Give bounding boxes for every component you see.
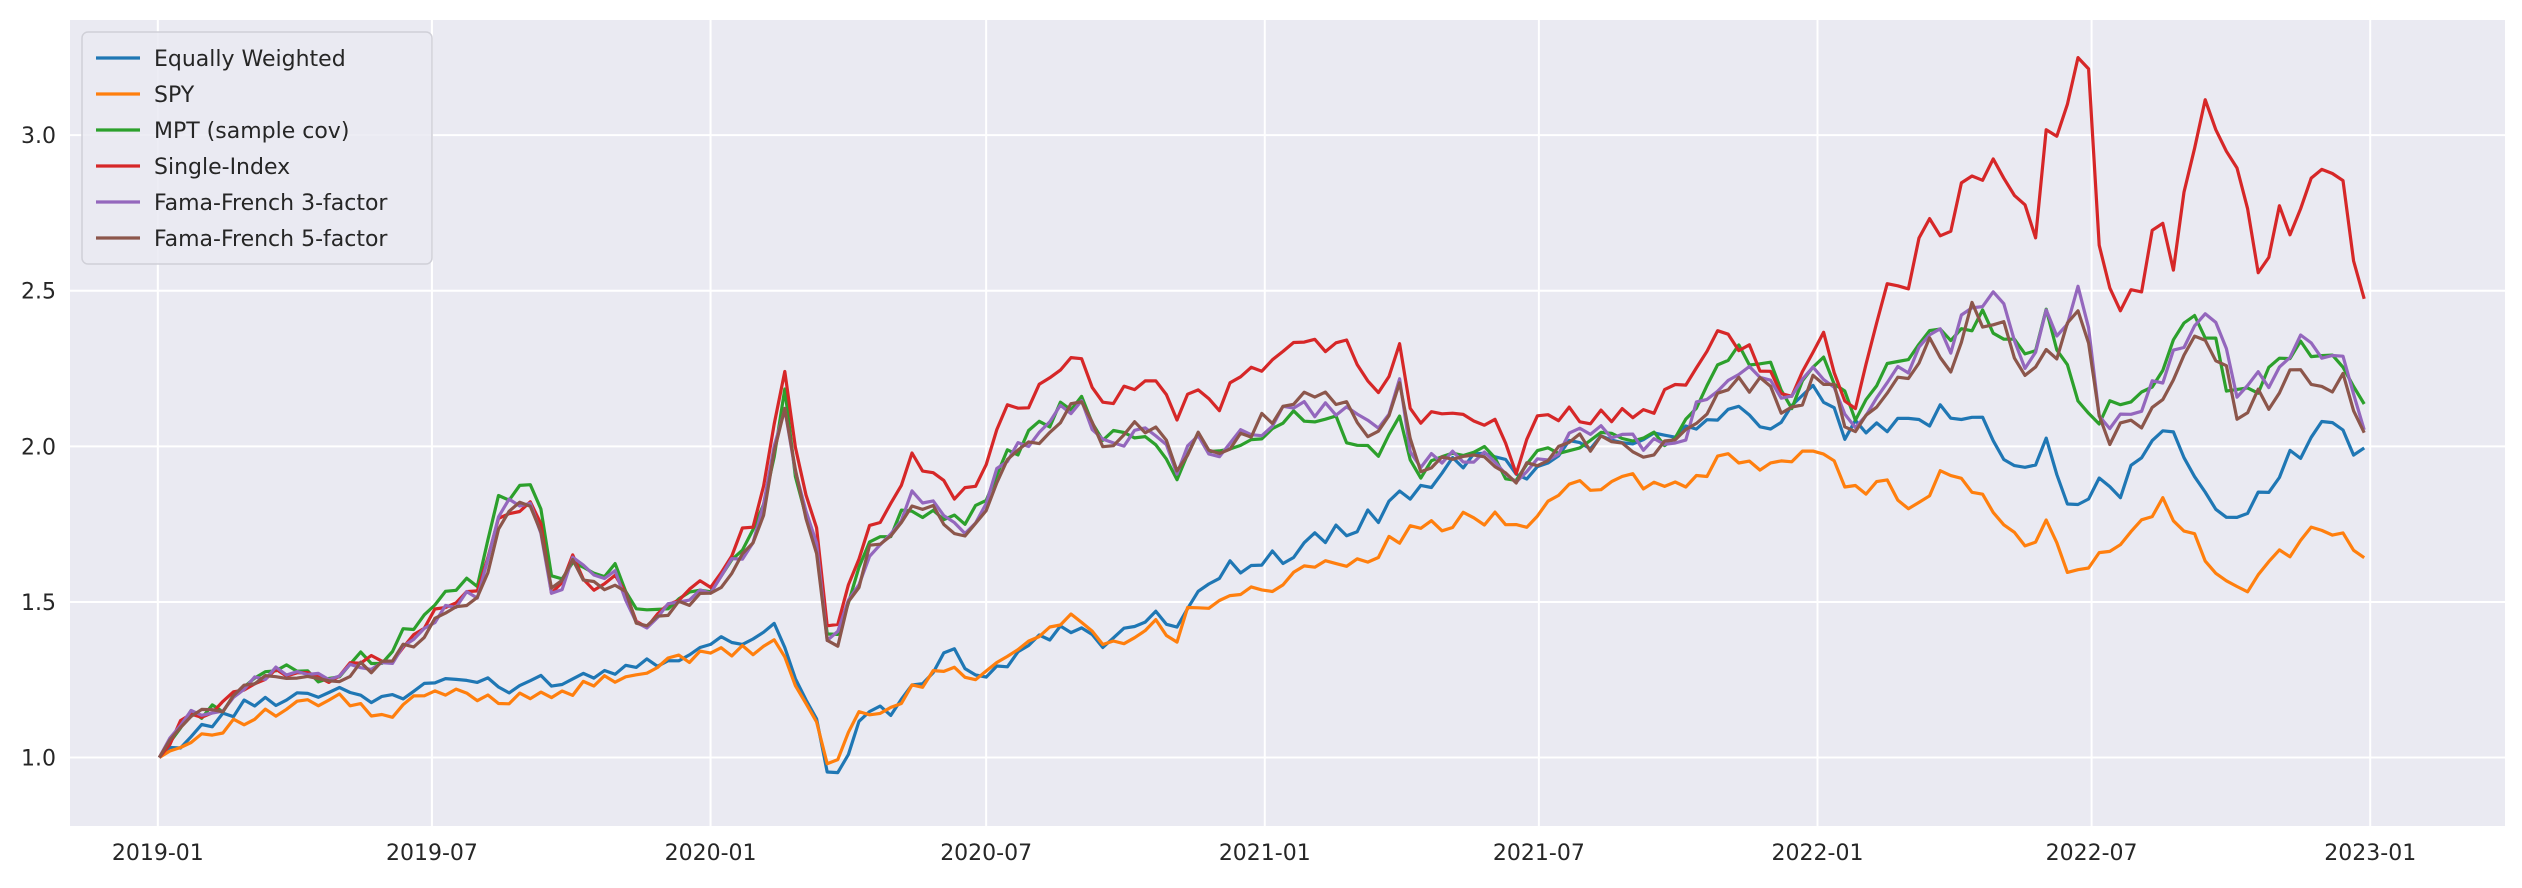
x-tick-label: 2021-01 (1219, 841, 1311, 866)
y-tick-label: 1.0 (21, 747, 56, 772)
legend: Equally Weighted SPY MPT (sample cov) Singl… (81, 31, 433, 265)
legend-label: Single-Index (154, 155, 290, 180)
x-tick-label: 2021-07 (1493, 841, 1585, 866)
series-lines (157, 56, 2366, 775)
plot-area (70, 20, 2505, 826)
legend-label: SPY (154, 83, 195, 108)
legend-label: Fama-French 3-factor (154, 191, 388, 216)
x-tick-label: 2020-01 (665, 841, 757, 866)
series-line-equally-weighted (158, 383, 2366, 775)
legend-label: Equally Weighted (154, 47, 346, 72)
x-tick-label: 2020-07 (940, 841, 1032, 866)
x-tick-label: 2019-07 (386, 841, 478, 866)
y-tick-label: 2.0 (21, 435, 56, 460)
series-line-fama-french-5-factor (157, 300, 2366, 759)
legend-label: Fama-French 5-factor (154, 227, 388, 252)
series-line-mpt-sample-cov- (157, 307, 2366, 759)
legend-box (81, 31, 433, 265)
tick-labels: 1.0 1.5 2.0 2.5 3.0 2019-01 2019-07 2020-01 2020… (21, 124, 2416, 866)
x-tick-label: 2023-01 (2324, 841, 2416, 866)
y-tick-label: 1.5 (21, 591, 56, 616)
x-tick-label: 2022-07 (2046, 841, 2138, 866)
series-line-spy (158, 449, 2366, 766)
legend-label: MPT (sample cov) (154, 119, 349, 144)
x-tick-label: 2019-01 (112, 841, 204, 866)
y-tick-label: 2.5 (21, 280, 56, 305)
y-tick-label: 3.0 (21, 124, 56, 149)
x-tick-label: 2022-01 (1772, 841, 1864, 866)
